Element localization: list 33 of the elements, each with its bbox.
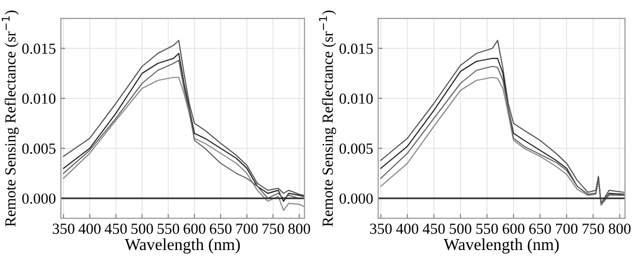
x-axis-title: Wavelength (nm) bbox=[124, 238, 240, 254]
y-tick-label: 0.010 bbox=[340, 94, 373, 104]
x-tick-label: 350 bbox=[52, 224, 74, 234]
x-tick-label: 500 bbox=[450, 224, 472, 234]
x-axis-title: Wavelength (nm) bbox=[444, 238, 559, 254]
y-tick-label: 0.005 bbox=[340, 143, 373, 154]
x-tick-label: 600 bbox=[184, 224, 206, 234]
x-tick-label: 650 bbox=[210, 224, 232, 234]
x-tick-label: 450 bbox=[422, 224, 445, 234]
y-axis-title: Remote Sensing Reflectance (sr$^{−1}$) bbox=[2, 10, 19, 226]
x-tick-label: 800 bbox=[608, 224, 631, 234]
x-tick-label: 400 bbox=[396, 224, 418, 234]
y-tick-label: 0.015 bbox=[22, 44, 56, 54]
x-tick-label: 550 bbox=[158, 224, 180, 234]
x-tick-label: 600 bbox=[502, 224, 524, 234]
y-tick-label: 0.010 bbox=[22, 94, 56, 104]
y-axis-title: Remote Sensing Reflectance (sr$^{−1}$) bbox=[319, 10, 336, 226]
x-tick-label: 800 bbox=[288, 224, 310, 234]
x-tick-label: 700 bbox=[236, 224, 258, 234]
x-tick-label: 750 bbox=[582, 224, 604, 234]
y-tick-label: 0.005 bbox=[22, 143, 56, 154]
line-series bbox=[62, 76, 304, 211]
y-tick-label: 0.000 bbox=[340, 193, 373, 204]
x-tick-label: 650 bbox=[529, 224, 551, 234]
x-tick-label: 450 bbox=[104, 224, 127, 234]
y-tick-label: 0.000 bbox=[22, 193, 56, 204]
x-tick-label: 700 bbox=[556, 224, 578, 234]
x-tick-label: 350 bbox=[370, 224, 392, 234]
x-tick-label: 500 bbox=[132, 224, 153, 234]
x-tick-label: 750 bbox=[262, 224, 284, 234]
x-tick-label: 400 bbox=[78, 224, 101, 234]
x-tick-label: 550 bbox=[476, 224, 498, 234]
y-tick-label: 0.015 bbox=[340, 44, 373, 54]
